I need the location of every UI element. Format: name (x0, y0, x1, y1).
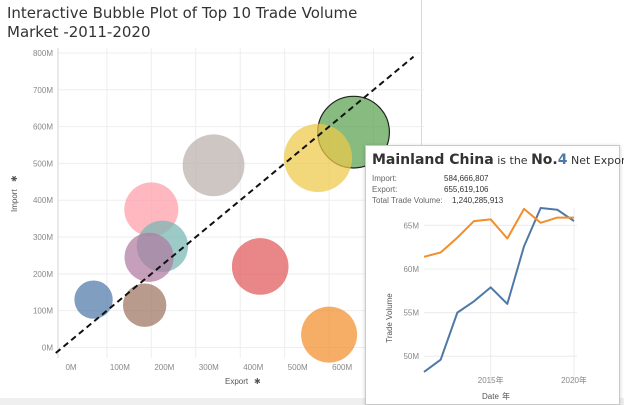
bubble-point (283, 123, 353, 193)
line-x-tick-label: 2020年 (561, 375, 587, 385)
bubble-y-tick-label: 800M (33, 49, 53, 58)
line-y-tick-label: 65M (403, 221, 419, 230)
line-y-tick-label: 55M (403, 309, 419, 318)
trade-volume-line-chart: 50M 55M 60M 65M 2015年 2020年 Trade Volume Dat… (385, 207, 587, 401)
bubble-x-tick-label: 600M (332, 363, 352, 372)
line-x-ticks: 2015年 2020年 (478, 375, 587, 385)
line-x-axis-title: Date (482, 392, 499, 401)
tooltip-country: Mainland China (372, 152, 494, 168)
panel-divider (421, 0, 422, 160)
line-y-axis-title: Trade Volume (385, 293, 394, 343)
y-axis-pin-icon[interactable]: ✱ (10, 175, 19, 182)
tooltip-total-label: Total Trade Volume: (372, 196, 443, 205)
tooltip-header: Mainland China is the No.4 Net Exporter. (372, 152, 624, 168)
bubble-y-ticks: 0M 100M 200M 300M 400M 500M 600M 700M 800M (33, 49, 53, 352)
x-axis-pin-icon[interactable]: ✱ (254, 377, 261, 386)
bubble-x-tick-label: 500M (288, 363, 308, 372)
tooltip-import-label: Import: (372, 174, 397, 183)
tooltip-export-value: 655,619,106 (444, 185, 489, 194)
bubble-x-tick-label: 200M (154, 363, 174, 372)
export-series-line (423, 207, 574, 258)
bubble-point (124, 232, 174, 282)
line-y-tick-label: 50M (403, 352, 419, 361)
line-x-tick-label: 2015年 (478, 375, 504, 385)
bubble-y-tick-label: 0M (42, 343, 53, 352)
bubble-x-tick-label: 400M (243, 363, 263, 372)
tooltip-export-label: Export: (372, 185, 398, 194)
bubble-y-tick-label: 100M (33, 307, 53, 316)
bubble-x-tick-label: 100M (110, 363, 130, 372)
bubble-point (74, 280, 113, 319)
x-axis-title: Export (225, 377, 249, 386)
tooltip-suffix: Net Exporter. (570, 154, 624, 167)
import-series-line (423, 207, 575, 373)
bubble-point (182, 134, 245, 197)
bubble-x-tick-label: 0M (65, 363, 76, 372)
bubble-y-tick-label: 400M (33, 196, 53, 205)
line-y-tick-label: 60M (403, 265, 419, 274)
bubble-x-tick-label: 300M (199, 363, 219, 372)
line-series-group (423, 207, 575, 373)
bubble-point (231, 238, 289, 295)
bubble-point (301, 306, 358, 363)
y-axis-title: Import (10, 189, 19, 212)
tooltip-is-the: is the (497, 154, 528, 167)
tooltip-total-value: 1,240,285,913 (452, 196, 504, 205)
bubble-y-tick-label: 300M (33, 233, 53, 242)
line-y-ticks: 50M 55M 60M 65M (403, 221, 419, 361)
bubble-marks (74, 95, 390, 363)
bubble-y-tick-label: 200M (33, 270, 53, 279)
line-gridlines (424, 208, 577, 384)
tooltip-rank-number: 4 (557, 152, 568, 168)
bubble-y-tick-label: 700M (33, 86, 53, 95)
bubble-point (122, 283, 167, 327)
tooltip-rank: No.4 (531, 152, 568, 168)
tooltip-import-value: 584,666,807 (444, 174, 489, 183)
bottom-scrollbar-strip[interactable] (0, 398, 624, 405)
line-x-axis-date-icon: 年 (502, 391, 510, 401)
bubble-y-tick-label: 500M (33, 159, 53, 168)
reference-diagonal-line (55, 55, 415, 354)
page-title: Interactive Bubble Plot of Top 10 Trade … (7, 4, 358, 41)
country-tooltip: Mainland China is the No.4 Net Exporter.… (365, 145, 624, 405)
bubble-y-tick-label: 600M (33, 123, 53, 132)
